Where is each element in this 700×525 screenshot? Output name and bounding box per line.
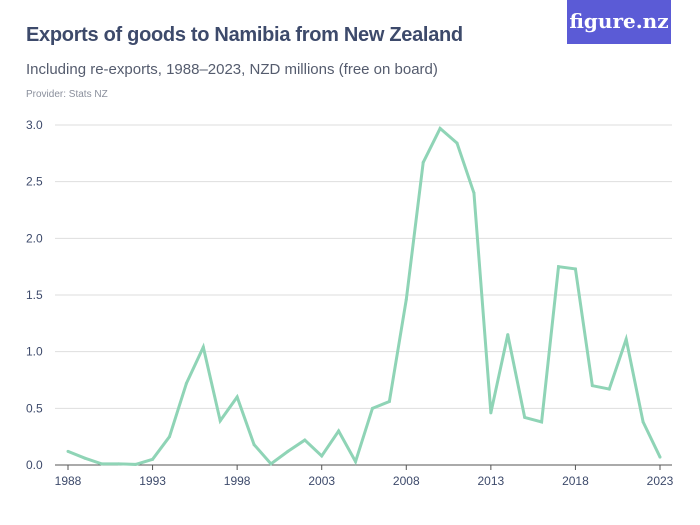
data-point — [286, 449, 290, 453]
data-point — [167, 435, 171, 439]
y-tick-label: 0.0 — [26, 458, 43, 472]
x-tick-label: 2018 — [562, 474, 589, 488]
y-tick-label: 1.0 — [26, 345, 43, 359]
data-point — [320, 454, 324, 458]
provider-label: Provider: Stats NZ — [26, 89, 108, 100]
chart-title: Exports of goods to Namibia from New Zea… — [26, 24, 463, 46]
data-point — [557, 265, 561, 269]
data-point — [624, 337, 628, 341]
chart-subtitle: Including re-exports, 1988–2023, NZD mil… — [26, 61, 438, 78]
data-point — [269, 462, 273, 466]
data-point — [489, 411, 493, 415]
y-tick-label: 0.5 — [26, 401, 43, 415]
data-point — [438, 126, 442, 130]
y-tick-label: 1.5 — [26, 288, 43, 302]
x-tick-label: 1993 — [139, 474, 166, 488]
data-point — [607, 387, 611, 391]
data-point — [421, 160, 425, 164]
data-point — [455, 141, 459, 145]
data-point — [354, 460, 358, 464]
data-point — [337, 429, 341, 433]
x-tick-label: 1998 — [224, 474, 251, 488]
data-point — [100, 462, 104, 466]
data-point — [184, 381, 188, 385]
data-point — [658, 455, 662, 459]
data-point — [117, 462, 121, 466]
data-point — [523, 415, 527, 419]
data-point — [83, 456, 87, 460]
x-tick-label: 2003 — [308, 474, 335, 488]
data-point — [201, 345, 205, 349]
data-point — [506, 333, 510, 337]
data-point — [404, 298, 408, 302]
data-point — [252, 443, 256, 447]
data-point — [472, 191, 476, 195]
x-tick-label: 2023 — [647, 474, 674, 488]
data-point — [540, 420, 544, 424]
x-tick-label: 1988 — [55, 474, 82, 488]
data-point — [303, 438, 307, 442]
y-tick-label: 3.0 — [26, 118, 43, 132]
data-point — [235, 395, 239, 399]
data-line — [67, 125, 662, 466]
data-point — [134, 462, 138, 466]
data-point — [370, 406, 374, 410]
x-tick-label: 2013 — [478, 474, 505, 488]
y-tick-label: 2.0 — [26, 231, 43, 245]
x-tick-label: 2008 — [393, 474, 420, 488]
data-point — [641, 420, 645, 424]
y-tick-label: 2.5 — [26, 175, 43, 189]
figure-nz-logo[interactable]: figure.nz — [567, 0, 671, 44]
data-point — [218, 419, 222, 423]
data-point — [66, 449, 70, 453]
data-point — [151, 457, 155, 461]
data-point — [590, 384, 594, 388]
data-point — [573, 267, 577, 271]
data-point — [387, 400, 391, 404]
